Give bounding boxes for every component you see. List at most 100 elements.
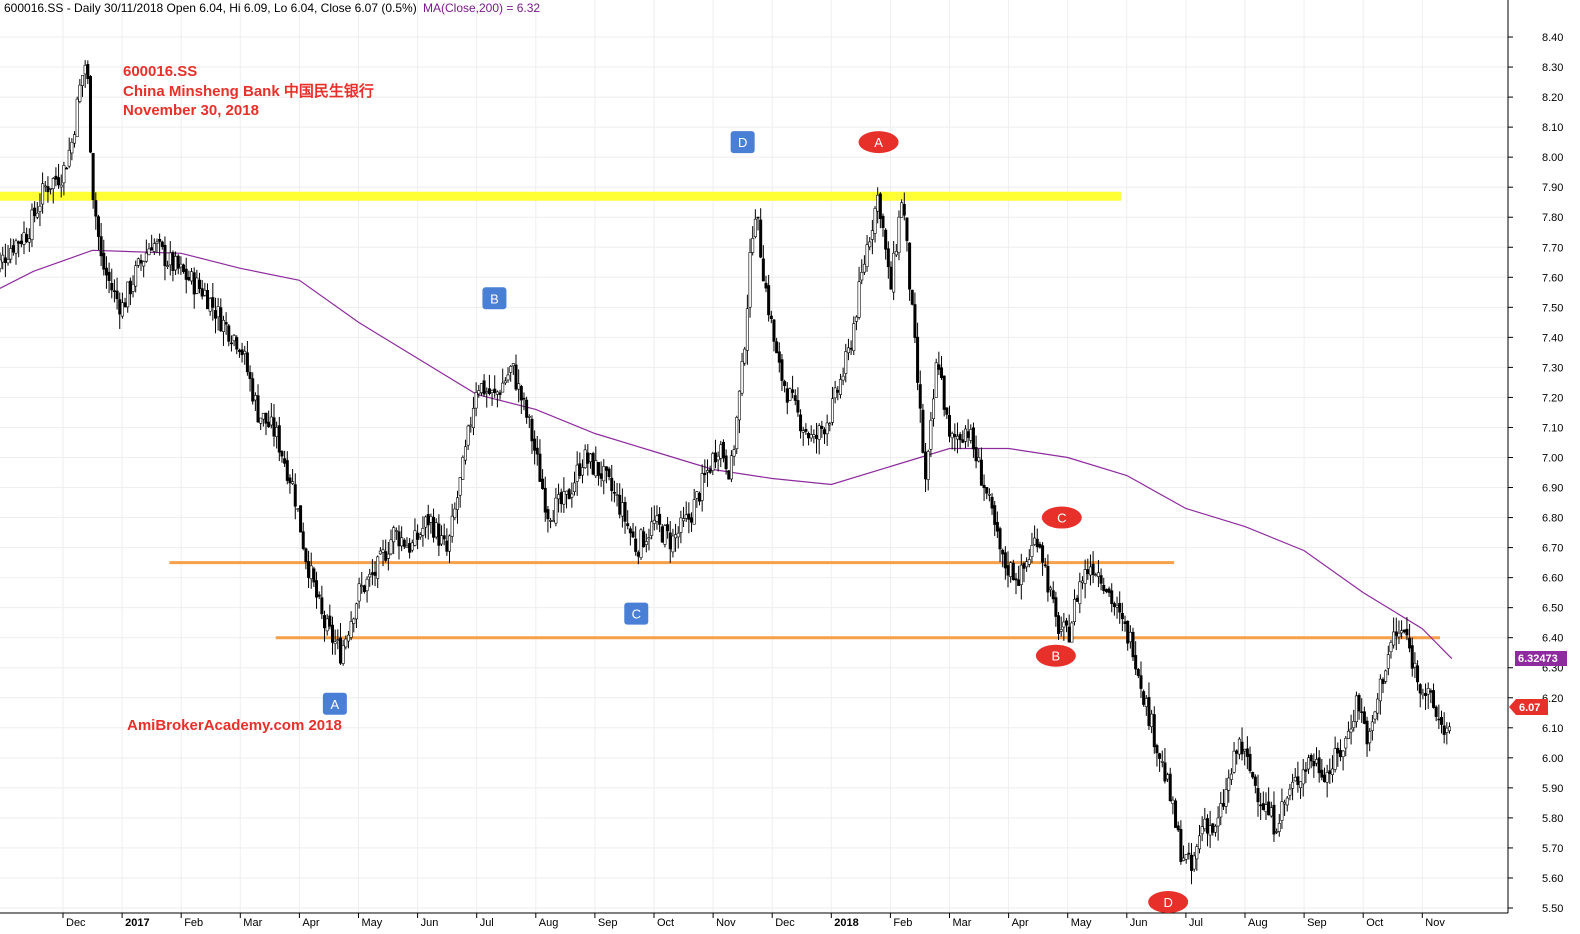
price-bar-body	[684, 514, 688, 519]
ma-price-tag: 6.32473	[1515, 651, 1567, 666]
y-tick-label: 7.60	[1542, 272, 1563, 284]
price-bar-body	[400, 537, 404, 547]
price-bar-body	[1067, 626, 1071, 643]
price-bar-body	[711, 453, 715, 471]
price-bar-body	[868, 241, 872, 248]
price-bar-body	[1280, 801, 1284, 821]
price-bar-body	[543, 487, 547, 513]
price-bar-body	[88, 76, 92, 153]
price-bar-body	[450, 515, 454, 537]
price-bar-body	[687, 513, 691, 520]
price-bar-body	[1017, 579, 1021, 586]
price-bar-body	[809, 434, 813, 439]
price-bar-body	[607, 468, 611, 477]
price-bar-body	[825, 422, 829, 435]
price-bar-body	[99, 236, 103, 257]
badge-square-C	[624, 602, 649, 625]
price-bar-body	[490, 390, 494, 393]
price-bar-body	[373, 571, 377, 576]
price-bar-body	[248, 371, 252, 379]
price-bar-body	[727, 470, 731, 480]
price-bar-body	[557, 494, 561, 500]
price-bar-body	[791, 389, 795, 393]
price-bar-body	[884, 229, 888, 250]
price-bar-body	[1373, 711, 1377, 720]
price-bar-body	[857, 281, 861, 318]
y-tick-label: 6.90	[1542, 483, 1563, 495]
price-bar-body	[852, 323, 856, 352]
price-bar-body	[838, 379, 842, 395]
price-bar-body	[1251, 772, 1255, 778]
price-bar-body	[823, 429, 827, 435]
price-bar-body	[27, 238, 31, 243]
price-bar-body	[591, 453, 595, 475]
price-bar-body	[1338, 750, 1342, 758]
price-bar-body	[971, 427, 975, 450]
price-bar-body	[471, 408, 475, 429]
price-bar-body	[815, 434, 819, 439]
price-bar-body	[333, 641, 337, 644]
x-tick-label: Oct	[657, 917, 674, 929]
price-bar-body	[1158, 753, 1162, 759]
price-bar-body	[522, 397, 526, 400]
price-bar-body	[1224, 789, 1228, 807]
price-bar-body	[424, 516, 428, 528]
price-bar-body	[517, 383, 521, 390]
price-bar-body	[309, 565, 313, 580]
price-bar-body	[434, 522, 438, 538]
price-bar-body	[636, 552, 640, 557]
price-bar-body	[716, 455, 720, 461]
price-bar-body	[910, 289, 914, 305]
price-bar-body	[357, 583, 361, 602]
price-bar-body	[1213, 825, 1217, 833]
price-bar-body	[1019, 564, 1023, 586]
price-bar-body	[1405, 628, 1409, 636]
price-bar-body	[1341, 750, 1345, 757]
price-bar-body	[578, 463, 582, 476]
price-bar-body	[62, 165, 66, 184]
price-bar-body	[700, 473, 704, 501]
price-bar-body	[761, 258, 765, 282]
price-bar-body	[604, 466, 608, 471]
price-bar-body	[602, 466, 606, 482]
y-tick-label: 5.90	[1542, 783, 1563, 795]
price-bar-body	[389, 539, 393, 555]
price-bar-body	[49, 187, 53, 190]
price-bar-body	[17, 241, 21, 244]
price-bar-body	[1120, 613, 1124, 620]
price-bar-body	[1376, 698, 1380, 714]
price-bar-body	[126, 281, 130, 308]
price-bar-body	[658, 513, 662, 525]
y-tick-label: 7.10	[1542, 422, 1563, 434]
price-bar-body	[530, 418, 534, 442]
price-bar-body	[1389, 642, 1393, 653]
price-bar-body	[466, 425, 470, 446]
wave-badges: D B C A A C B D	[322, 131, 1189, 913]
price-bar-body	[190, 271, 194, 282]
price-bar-body	[432, 516, 436, 538]
y-tick-label: 7.20	[1542, 392, 1563, 404]
price-bar-body	[205, 290, 209, 310]
price-bar-body	[416, 532, 420, 540]
price-bar-body	[187, 276, 191, 281]
price-bar-body	[152, 243, 156, 252]
ma-line	[0, 249, 1453, 660]
price-bar-body	[663, 525, 667, 545]
price-bar-body	[336, 639, 340, 641]
price-bar-body	[1291, 781, 1295, 789]
price-bar-body	[639, 529, 643, 558]
price-bar-body	[477, 390, 481, 395]
price-bar-body	[1237, 738, 1241, 755]
price-bar-body	[799, 414, 803, 432]
price-bar-body	[368, 573, 372, 578]
price-bar-body	[751, 238, 755, 253]
price-bar-body	[413, 530, 417, 546]
price-bar-body	[408, 543, 412, 553]
price-bar-body	[397, 531, 401, 547]
price-bar-body	[642, 531, 646, 548]
price-bar-body	[892, 252, 896, 293]
price-bar-body	[1362, 711, 1366, 724]
y-tick-label: 7.90	[1542, 182, 1563, 194]
price-bar-body	[208, 298, 212, 312]
